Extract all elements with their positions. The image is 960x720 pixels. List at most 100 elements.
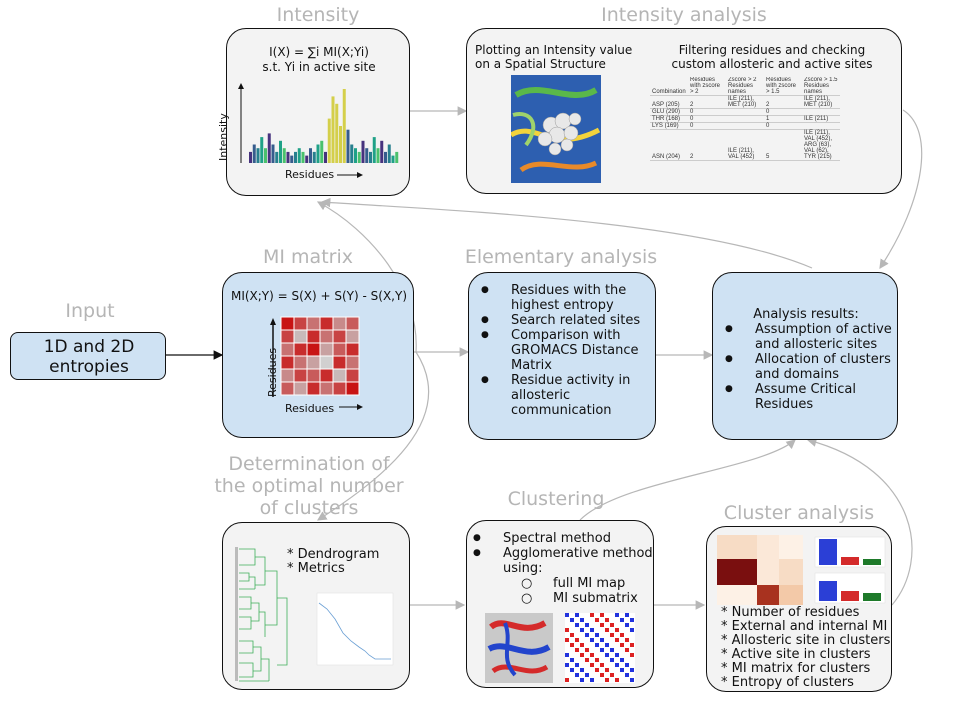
cluster-grid-cell (620, 618, 624, 622)
cluster-grid-cell (600, 648, 604, 652)
intensity-bar (361, 140, 365, 163)
table-cell (802, 108, 840, 116)
intensity-formula-line2: s.t. Yi in active site (262, 60, 376, 74)
cluster-grid-cell (580, 653, 584, 657)
mi-heatmap-cell (280, 329, 295, 344)
elementary-item-line: communication (511, 403, 612, 418)
cluster-grid-cell (625, 638, 629, 642)
dendrogram-image (235, 547, 288, 682)
mi-y-label: Residues (266, 347, 279, 397)
cluster-grid-cell (610, 633, 614, 637)
table-header-cell: Residues with zscore > 1.5 (764, 77, 802, 96)
mi-heatmap-cell (280, 355, 295, 370)
clustering-item: Spectral method (467, 531, 653, 546)
intensity-bar (335, 103, 339, 163)
table-cell: ILE (211), VAL (452), ARG (63), VAL (62)… (802, 129, 840, 161)
cluster-grid-cell (595, 643, 599, 647)
clustering-sub-text: MI submatrix (553, 591, 638, 606)
mi-heatmap-cell (293, 381, 308, 396)
intensity-y-axis-arrowhead (238, 83, 244, 89)
mi-heatmap-cell (280, 316, 295, 331)
table-cell: 5 (764, 129, 802, 161)
cluster-grid-cell (575, 613, 579, 617)
elementary-item-line: highest entropy (511, 298, 614, 313)
clustering-item-text: Agglomerative method (503, 546, 653, 561)
cluster-grid-cell (625, 673, 629, 677)
table-row: ASN (204) 2 ILE (211), VAL (452) 5 ILE (211)… (650, 129, 840, 161)
clustering-sub-mi-submatrix: ○ MI submatrix (521, 591, 638, 606)
results-item-line: Assumption of active (755, 322, 892, 337)
intensity-bar (252, 144, 256, 163)
mi-heatmap-cell (306, 342, 321, 357)
cluster-grid-cell (615, 628, 619, 632)
intensity-bar (267, 133, 271, 163)
elementary-item-line: Residues with the (511, 283, 627, 298)
mi-heatmap-cell (306, 329, 321, 344)
cluster-analysis-item: * Number of residues (721, 605, 860, 620)
title-input: Input (65, 300, 115, 322)
mi-heatmap-cell (345, 316, 360, 331)
intensity-bar (290, 155, 294, 163)
cluster-grid-cell (570, 668, 574, 672)
intensity-bar (350, 144, 354, 163)
mi-heatmap-cell (345, 381, 360, 396)
cluster-grid-cell (630, 618, 634, 622)
cluster-grid-cell (605, 618, 609, 622)
cluster-grid-cell (605, 668, 609, 672)
clustering-sub-text: full MI map (553, 576, 626, 591)
mi-heatmap-cell (345, 355, 360, 370)
cluster-grid-cell (600, 673, 604, 677)
table-header-cell: Zscore > 2 Residues names (726, 77, 764, 96)
mi-heatmap-cell (293, 316, 308, 331)
intensity-bar (387, 144, 391, 163)
cluster-grid-cell (620, 643, 624, 647)
mi-heatmap-cell (306, 368, 321, 383)
input-line2: entropies (49, 357, 129, 377)
cluster-grid-cell (590, 678, 594, 682)
intensity-bar (327, 118, 331, 163)
intensity-bar-chart (238, 83, 399, 178)
intensity-bar (309, 148, 312, 163)
cluster-analysis-item: * Allosteric site in clusters (721, 633, 891, 648)
mi-heatmap-cell (293, 355, 308, 370)
determination-item-metrics: * Metrics (287, 561, 345, 576)
cluster-grid-cell (625, 663, 629, 667)
table-cell: LYS (169) (650, 122, 688, 130)
title-intensity-analysis: Intensity analysis (601, 4, 767, 26)
input-line1: 1D and 2D (43, 337, 135, 357)
table-cell: ILE (211), MET (210) (802, 95, 840, 109)
mi-y-axis-arrowhead (270, 318, 276, 325)
cluster-grid-cell (565, 638, 569, 642)
table-header-cell: Combination (650, 77, 688, 96)
table-header-cell: Residues with zscore > 2 (688, 77, 726, 96)
table-cell: THR (168) (650, 115, 688, 123)
protein-structure-image (511, 75, 601, 183)
cluster-grid-cell (585, 648, 589, 652)
cluster-grid-cell (585, 658, 589, 662)
table-row: ASP (205) 2 ILE (211), MET (210) 2 ILE (211)… (650, 95, 840, 109)
table-cell: 0 (688, 122, 726, 130)
elementary-item-line: GROMACS Distance (511, 343, 639, 358)
mi-heatmap-cell (319, 355, 334, 370)
cluster-grid-cell (600, 638, 604, 642)
intensity-bar (275, 151, 279, 163)
mi-heatmap-cell (280, 381, 295, 396)
arrow-clustering-to-results (579, 439, 796, 521)
intensity-bar (294, 151, 297, 163)
cluster-grid-cell (590, 638, 594, 642)
mi-heatmap-cell (345, 368, 360, 383)
cluster-analysis-item: * Entropy of clusters (721, 675, 854, 690)
table-cell: 0 (764, 122, 802, 130)
table-row: GLU (290) 0 0 (650, 108, 840, 116)
intensity-bar (372, 137, 376, 163)
table-header-cell: Zscore > 1.5 Residues names (802, 77, 840, 96)
mi-heatmap-cell (319, 342, 334, 357)
metrics-line-plot (316, 592, 394, 666)
intensity-bar (297, 148, 301, 163)
arrow-analysis-to-results (879, 109, 923, 270)
cluster-grid-cell (605, 643, 609, 647)
intensity-bar (282, 148, 286, 163)
